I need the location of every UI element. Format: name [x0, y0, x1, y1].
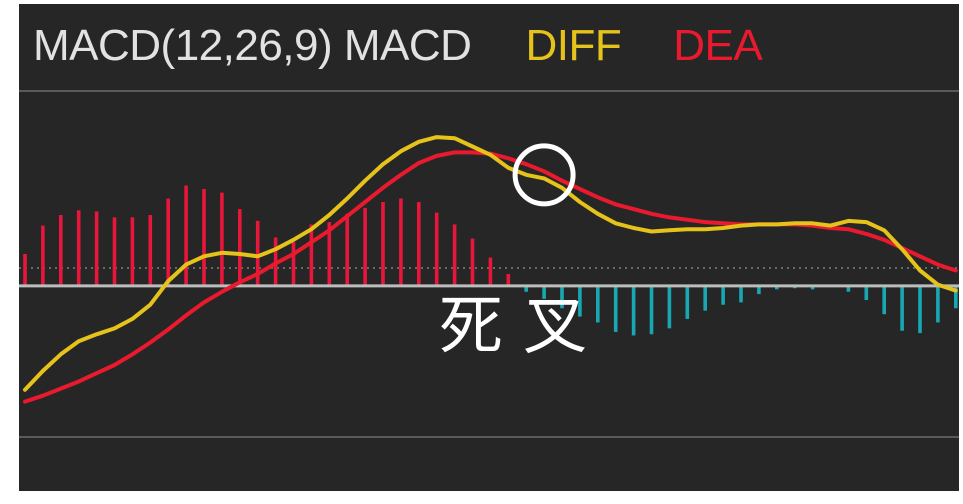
- histogram-bar: [667, 285, 672, 329]
- histogram-bar: [739, 285, 743, 303]
- macd-chart: 死 叉: [19, 90, 959, 438]
- histogram-bar: [255, 220, 260, 286]
- legend-indicator-label: MACD(12,26,9) MACD: [33, 21, 472, 70]
- histogram-bar: [560, 285, 564, 309]
- histogram-bar: [918, 285, 922, 334]
- histogram-bar: [506, 274, 511, 286]
- histogram-bar: [954, 285, 958, 309]
- histogram-bar: [810, 285, 815, 290]
- histogram-bar: [846, 285, 851, 292]
- histogram-bar: [202, 189, 206, 286]
- histogram-bar: [166, 198, 170, 286]
- histogram-bar: [470, 238, 475, 286]
- histogram-bar: [399, 198, 403, 286]
- legend-dea: DEA: [673, 21, 763, 70]
- histogram-bar: [41, 225, 45, 286]
- histogram-bar: [94, 211, 99, 286]
- histogram-bar: [524, 285, 528, 292]
- histogram-bar: [882, 285, 886, 315]
- histogram-bar: [130, 217, 135, 286]
- histogram-bar: [23, 253, 27, 286]
- legend-diff: DIFF: [525, 21, 622, 70]
- histogram-bar: [417, 202, 421, 286]
- histogram-bar: [721, 285, 725, 305]
- histogram-bar: [452, 224, 457, 286]
- histogram-bar: [542, 285, 546, 299]
- histogram-bar: [775, 285, 779, 290]
- histogram-bar: [900, 285, 904, 331]
- histogram-bar: [613, 285, 618, 332]
- macd-histogram: [23, 185, 958, 336]
- histogram-bar: [596, 285, 600, 323]
- histogram-bar: [238, 209, 242, 286]
- histogram-bar: [345, 213, 349, 286]
- histogram-bar: [649, 285, 654, 335]
- histogram-bar: [59, 214, 63, 286]
- histogram-bar: [112, 217, 117, 286]
- histogram-bar: [76, 210, 81, 286]
- histogram-bar: [327, 222, 332, 286]
- histogram-bar: [381, 202, 385, 286]
- histogram-bar: [864, 285, 869, 301]
- histogram-bar: [703, 285, 707, 311]
- death-cross-marker: [512, 143, 576, 207]
- macd-panel: MACD(12,26,9) MACD DIFF DEA 死 叉: [19, 4, 959, 491]
- histogram-bar: [685, 285, 690, 319]
- histogram-bar: [757, 285, 761, 295]
- histogram-bar: [363, 207, 367, 286]
- histogram-bar: [291, 242, 296, 286]
- histogram-bar: [184, 185, 188, 286]
- histogram-bar: [578, 285, 582, 317]
- indicator-legend: MACD(12,26,9) MACD DIFF DEA: [33, 16, 763, 76]
- diff-line: [23, 135, 958, 392]
- histogram-bar: [220, 192, 224, 286]
- histogram-bar: [488, 257, 493, 286]
- histogram-bar: [936, 285, 940, 323]
- histogram-bar: [434, 212, 439, 286]
- death-cross-annotation: 死 叉: [439, 290, 587, 364]
- histogram-bar: [309, 224, 314, 286]
- histogram-bar: [148, 214, 153, 286]
- histogram-bar: [631, 285, 636, 336]
